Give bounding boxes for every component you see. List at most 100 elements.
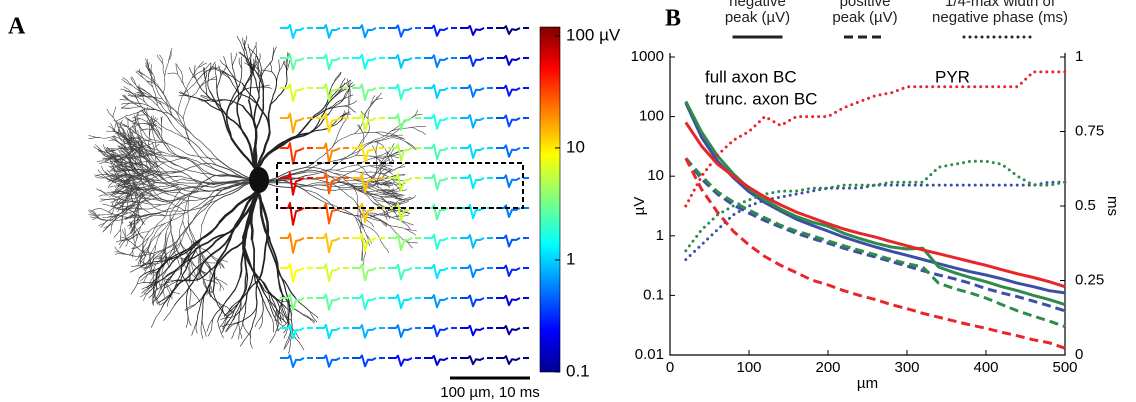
- dendrite: [105, 147, 115, 152]
- dendrite: [112, 213, 120, 224]
- dendrite: [284, 331, 291, 349]
- dendrite: [221, 111, 233, 140]
- dendrite: [181, 71, 184, 85]
- dendrite: [244, 72, 254, 90]
- dendrite: [139, 156, 143, 165]
- dendrite: [160, 254, 166, 261]
- dendrite: [137, 281, 158, 285]
- dendrite: [89, 209, 99, 219]
- dendrite: [200, 98, 212, 102]
- dendrite: [207, 318, 214, 337]
- waveform: [280, 53, 313, 71]
- style-legend-label: positive peak (µV): [832, 0, 898, 26]
- dendrite: [336, 179, 360, 184]
- dendrite: [242, 105, 257, 132]
- dendrite: [94, 176, 105, 179]
- dendrite: [203, 63, 211, 71]
- dendrite: [153, 223, 166, 237]
- dendrite: [122, 195, 129, 205]
- dendrite: [221, 281, 228, 286]
- dendrite: [144, 164, 154, 173]
- dendrite: [121, 102, 131, 105]
- dendrite: [130, 167, 144, 177]
- dendrite: [147, 80, 154, 83]
- dendrite: [135, 187, 143, 192]
- dendrite: [168, 150, 189, 161]
- dendrite: [335, 169, 361, 173]
- dendrite: [152, 82, 160, 89]
- dendrite: [242, 322, 252, 338]
- dendrite: [113, 120, 120, 130]
- dendrite: [338, 79, 352, 90]
- dendrite: [126, 182, 140, 190]
- dendrite: [380, 196, 393, 209]
- dendrite: [166, 292, 173, 307]
- waveform: [352, 53, 385, 70]
- dendrite: [154, 295, 161, 306]
- dendrite: [272, 313, 283, 326]
- dendrite: [141, 201, 162, 206]
- dendrite: [123, 204, 134, 207]
- dendrite: [249, 57, 252, 77]
- dendrite: [361, 214, 385, 216]
- y2-tick-label: 0.5: [1075, 197, 1096, 214]
- dendrite: [261, 69, 273, 73]
- dendrite: [220, 65, 228, 77]
- dendrite: [343, 104, 350, 124]
- dendrite: [130, 206, 136, 209]
- dendrite: [383, 182, 395, 185]
- dendrite: [176, 256, 180, 266]
- dendrite: [238, 58, 243, 69]
- dendrite: [285, 52, 290, 69]
- dendrite: [153, 143, 160, 149]
- dendrite: [400, 197, 415, 201]
- dendrite: [383, 184, 393, 187]
- neuron-morphology: [88, 35, 427, 354]
- dendrite: [253, 271, 263, 299]
- dendrite: [281, 304, 293, 315]
- dendrite: [375, 180, 379, 189]
- dendrite: [125, 239, 129, 247]
- dendrite: [143, 182, 154, 190]
- waveform: [496, 84, 529, 97]
- dendrite: [380, 214, 397, 218]
- dendrite: [175, 246, 182, 259]
- waveform: [460, 54, 493, 68]
- dendrite: [123, 139, 127, 148]
- dendrite: [134, 194, 137, 201]
- dendrite: [286, 59, 291, 72]
- dendrite: [382, 189, 391, 195]
- dendrite: [146, 176, 162, 184]
- dendrite: [111, 177, 123, 182]
- dendrite: [133, 149, 141, 155]
- y-tick-label: 100: [639, 108, 664, 125]
- dendrite: [136, 86, 146, 91]
- dendrite: [134, 115, 138, 124]
- dendrite: [287, 300, 289, 322]
- dendrite: [207, 251, 217, 262]
- dendrite: [384, 208, 391, 219]
- dendrite: [118, 239, 124, 246]
- colorbar-tick-label: 10: [566, 137, 585, 156]
- dendrite: [132, 217, 140, 224]
- dendrite: [301, 313, 316, 322]
- waveform: [280, 323, 313, 340]
- dendrite: [142, 257, 145, 267]
- dendrite: [364, 102, 374, 117]
- dendrite: [143, 154, 151, 165]
- dendrite: [199, 267, 204, 282]
- dendrite: [216, 90, 223, 113]
- dendrite: [272, 313, 279, 332]
- dendrite: [209, 99, 225, 102]
- waveform: [496, 325, 529, 336]
- dendrite: [104, 174, 114, 179]
- dendrite: [106, 130, 117, 133]
- waveform: [424, 324, 457, 338]
- dendrite: [150, 270, 156, 276]
- dendrite: [145, 65, 152, 74]
- dendrite: [131, 226, 142, 237]
- dendrite: [174, 286, 190, 306]
- dendrite: [146, 169, 151, 179]
- dendrite: [140, 291, 149, 298]
- dendrite: [125, 216, 132, 219]
